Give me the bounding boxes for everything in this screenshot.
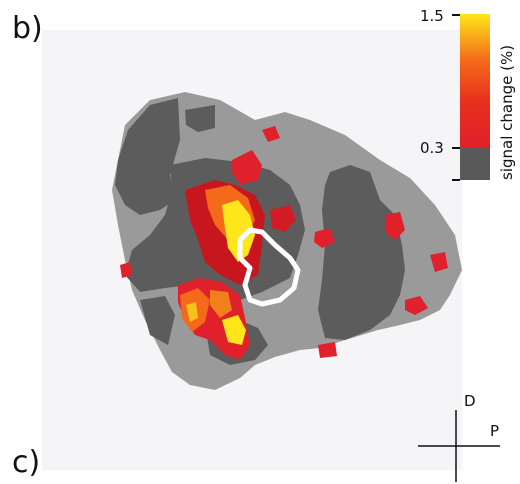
- activation-red: [270, 205, 296, 232]
- colorbar: 1.5 0.3 signal change (%): [420, 7, 516, 181]
- roi-outline: [237, 227, 301, 307]
- colorbar-title: signal change (%): [498, 45, 516, 180]
- orientation-dorsal-label: D: [464, 392, 476, 410]
- cortex-sulcus-right: [318, 165, 405, 340]
- colorbar-gradient: [460, 14, 490, 148]
- activation-red: [385, 212, 405, 240]
- activation-red: [430, 252, 448, 272]
- colorbar-threshold-label: 0.3: [420, 139, 444, 157]
- cortex-sulcus-bottom-left: [140, 296, 175, 345]
- panel-label-b: b): [12, 11, 43, 46]
- activation-red: [318, 342, 337, 358]
- activation-orange: [210, 290, 232, 318]
- orientation-posterior-label: P: [490, 422, 499, 440]
- activation-red: [405, 296, 428, 315]
- colorbar-max-label: 1.5: [420, 7, 444, 25]
- flattened-cortex-map: [112, 92, 462, 390]
- activation-yellow: [222, 315, 246, 345]
- cortex-sulcus-left-upper: [115, 98, 180, 215]
- activation-red: [120, 262, 132, 278]
- activation-red: [262, 126, 280, 142]
- activation-red: [314, 228, 335, 248]
- activation-yellow: [186, 302, 198, 322]
- activation-clusters: [120, 126, 448, 360]
- cortex-sulcus-top: [185, 105, 215, 132]
- activation-yellow: [222, 200, 255, 262]
- activation-red: [232, 150, 262, 185]
- colorbar-subthreshold: [460, 148, 490, 180]
- panel-label-c: c): [12, 445, 40, 480]
- orientation-indicator: D P: [418, 392, 500, 482]
